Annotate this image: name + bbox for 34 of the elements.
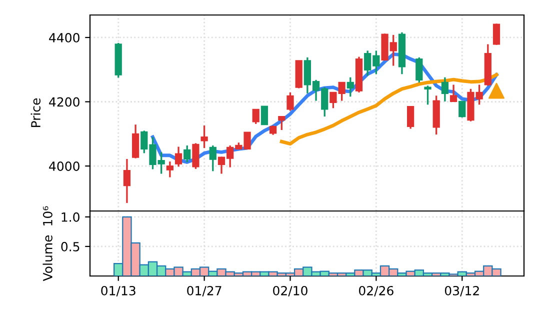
candlestick	[209, 144, 216, 172]
candlestick	[184, 144, 191, 163]
candlestick	[441, 76, 448, 102]
y-axis-title: Price	[30, 98, 40, 128]
candlestick	[123, 158, 131, 204]
x-tick-label: 01/13	[101, 286, 136, 296]
y-tick-label: 1.0	[62, 212, 80, 222]
candlestick	[252, 108, 260, 125]
x-tick-label: 03/12	[444, 286, 479, 296]
x-tick-label: 02/10	[273, 286, 308, 296]
candlestick	[286, 92, 294, 112]
candlestick	[450, 84, 458, 102]
candlestick	[200, 124, 208, 149]
candlestick	[269, 124, 277, 136]
y-axis-title: Volume 10⁶	[42, 206, 52, 282]
candlestick	[406, 106, 414, 130]
candlestick	[278, 116, 286, 131]
candlestick	[424, 84, 432, 106]
y-tick-label: 0.5	[61, 242, 80, 252]
candlestick	[416, 56, 423, 84]
x-tick-label: 02/26	[358, 286, 394, 296]
candlestick	[132, 124, 140, 160]
x-tick-label: 01/27	[187, 286, 222, 296]
candlestick	[492, 22, 500, 46]
y-tick-label: 4200	[49, 97, 80, 107]
candlestick	[260, 106, 268, 126]
candlestick	[174, 146, 182, 168]
candlestick	[192, 142, 200, 170]
candlestick	[458, 100, 466, 118]
candlestick	[166, 160, 174, 178]
y-tick-label: 4000	[49, 161, 80, 171]
candlestick	[346, 76, 354, 98]
y-tick-label: 4400	[49, 32, 80, 42]
line-series	[280, 73, 498, 146]
